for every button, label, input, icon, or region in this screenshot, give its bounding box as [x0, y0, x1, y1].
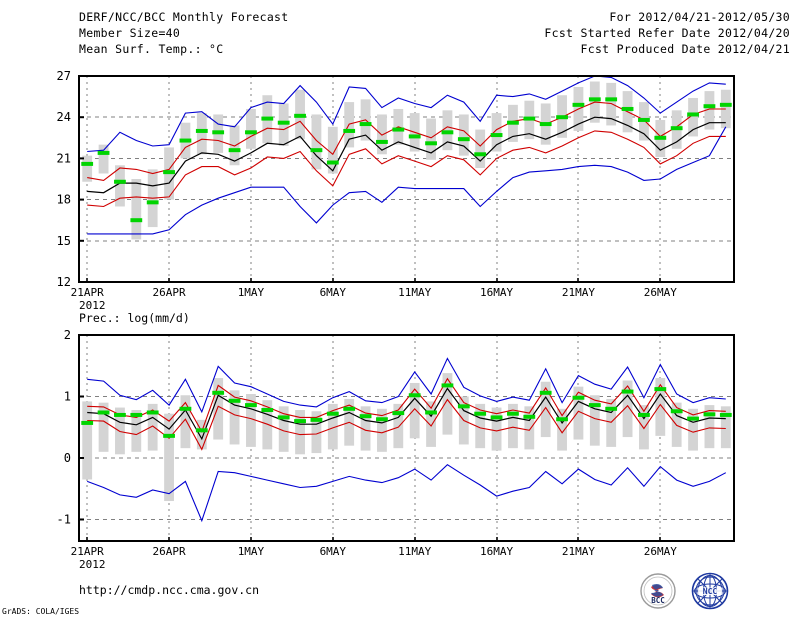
x-tick-label: 21APR [70, 286, 104, 299]
bcc-logo: BCC [638, 572, 678, 612]
x-tick-label: 21APR [70, 545, 104, 558]
x-tick-label: 11MAY [398, 545, 432, 558]
grads-credit: GrADS: COLA/IGES [2, 607, 80, 616]
y-tick-label: 0 [64, 451, 71, 465]
x-tick-label: 1MAY [237, 286, 265, 299]
x-tick-label: 6MAY [319, 545, 347, 558]
y-tick-label: 27 [57, 69, 71, 83]
prec-panel-title: Prec.: log(mm/d) [79, 311, 190, 325]
ensemble-spread-bars [82, 373, 731, 502]
series-max [87, 357, 726, 414]
y-tick-label: 15 [57, 234, 71, 248]
series-q25 [87, 398, 726, 451]
fcst-produced-date: Fcst Produced Date 2012/04/21 [580, 42, 790, 56]
series-max [87, 75, 726, 153]
series-q75 [87, 377, 726, 433]
y-tick-label: -1 [57, 512, 71, 526]
precipitation-chart: -1 0 1 2 [0, 328, 800, 543]
x-tick-label: 21MAY [561, 286, 595, 299]
series-mean [87, 387, 726, 441]
series-q25 [87, 130, 726, 208]
y-tick-label: 1 [64, 389, 71, 403]
fcst-started-date: Fcst Started Refer Date 2012/04/20 [544, 26, 790, 40]
precipitation-x-tick-labels: 21APR 26APR 1MAY 6MAY 11MAY 16MAY 21MAY 26MAY [0, 545, 800, 559]
y-tick-label: 24 [57, 110, 71, 124]
x-tick-label: 21MAY [561, 545, 595, 558]
median-markers [81, 97, 732, 223]
series-min [87, 464, 727, 523]
series-q75 [87, 101, 726, 181]
agency-logos: BCC NCC [638, 572, 738, 612]
ncc-logo: NCC [690, 572, 730, 612]
svg-text:BCC: BCC [651, 596, 665, 605]
x-tick-label: 11MAY [398, 286, 432, 299]
temperature-year-label: 2012 [79, 299, 106, 312]
x-tick-label: 16MAY [480, 545, 514, 558]
x-tick-label: 16MAY [480, 286, 514, 299]
cmdp-url[interactable]: http://cmdp.ncc.cma.gov.cn [79, 583, 260, 597]
x-tick-label: 26APR [152, 286, 186, 299]
series-min [87, 126, 727, 235]
x-tick-label: 26MAY [643, 545, 677, 558]
temperature-chart: 12 15 18 21 24 27 [0, 64, 800, 289]
precipitation-year-label: 2012 [79, 558, 106, 571]
ensemble-spread-bars [82, 81, 731, 240]
x-tick-label: 6MAY [319, 286, 347, 299]
forecast-title: DERF/NCC/BCC Monthly Forecast [79, 10, 289, 24]
forecast-period: For 2012/04/21-2012/05/30 [609, 10, 790, 24]
member-size-label: Member Size=40 [79, 26, 181, 40]
y-tick-label: 2 [64, 328, 71, 342]
series-mean [87, 116, 726, 194]
y-tick-label: 12 [57, 275, 71, 289]
temp-panel-title: Mean Surf. Temp.: °C [79, 42, 224, 56]
y-tick-label: 18 [57, 193, 71, 207]
y-tick-label: 21 [57, 151, 71, 165]
median-markers [81, 383, 732, 438]
svg-text:NCC: NCC [703, 587, 718, 596]
x-tick-label: 1MAY [237, 545, 265, 558]
temperature-x-tick-labels: 21APR 26APR 1MAY 6MAY 11MAY 16MAY 21MAY 26MAY [0, 286, 800, 300]
x-tick-label: 26MAY [643, 286, 677, 299]
x-tick-label: 26APR [152, 545, 186, 558]
